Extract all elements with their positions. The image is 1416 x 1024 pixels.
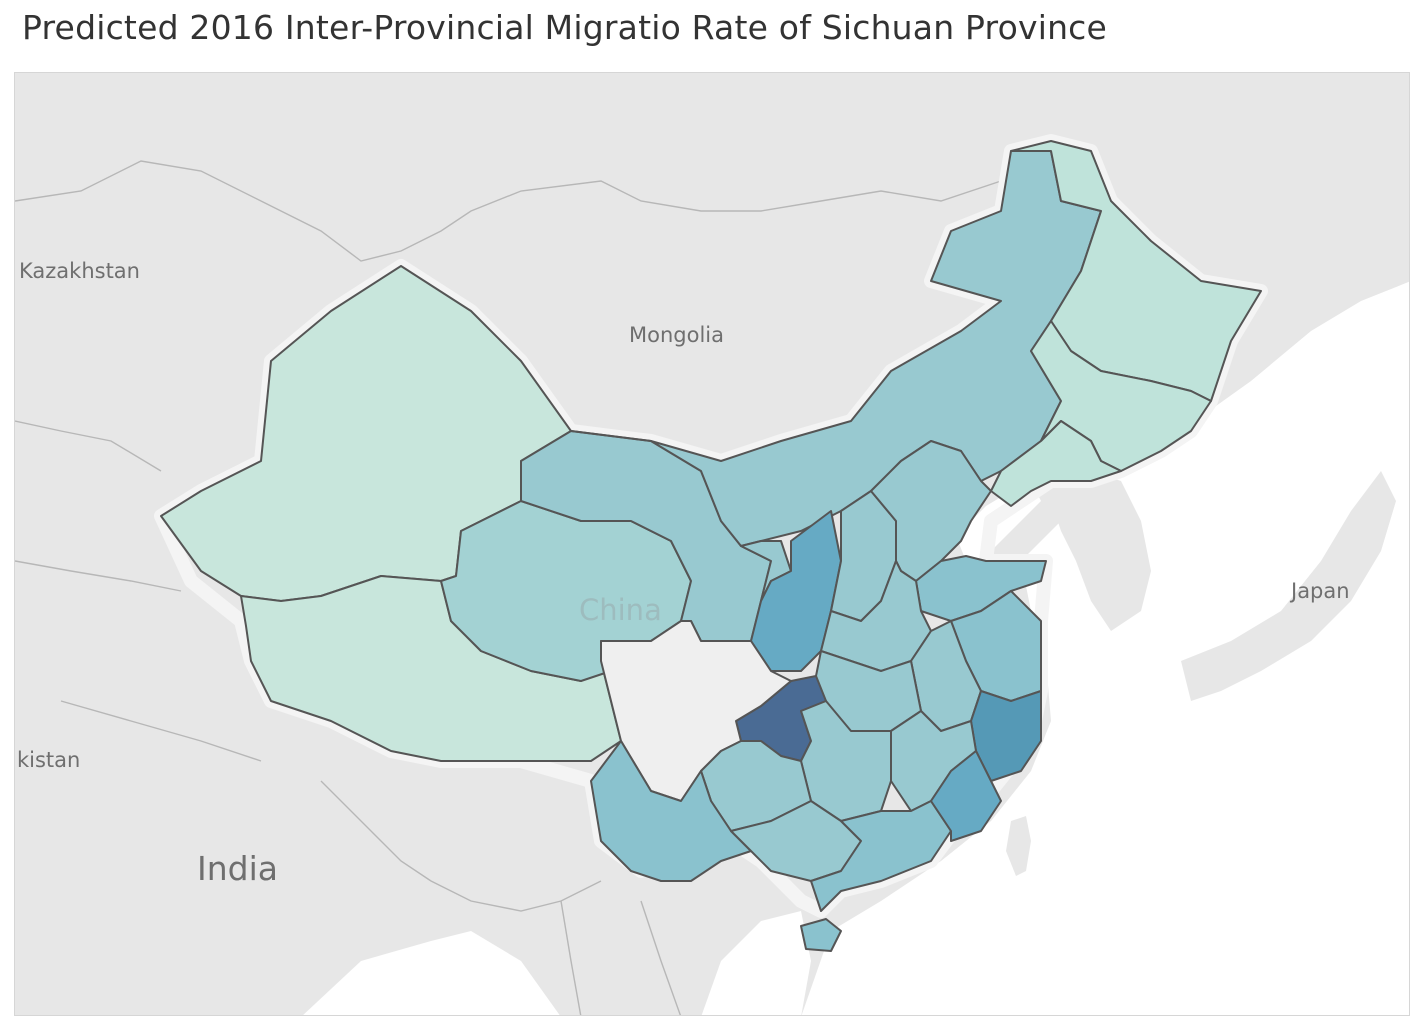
label-kazakhstan: Kazakhstan: [19, 259, 140, 283]
country-borders: [15, 160, 1002, 1015]
province-liaoning[interactable]: [990, 420, 1122, 507]
province-shaanxi[interactable]: [750, 510, 842, 672]
sea-east: [801, 281, 1409, 1015]
province-jilin[interactable]: [1030, 320, 1212, 472]
label-mongolia: Mongolia: [629, 323, 724, 347]
korea: [1051, 471, 1151, 631]
map-title: Predicted 2016 Inter-Provincial Migratio…: [22, 8, 1108, 47]
label-japan: Japan: [1289, 579, 1350, 603]
bay-of-bengal: [303, 931, 560, 1015]
label-china: China: [579, 593, 662, 627]
province-hainan[interactable]: [800, 918, 842, 952]
gulf-of-tonkin: [701, 911, 811, 1015]
japan: [1181, 471, 1396, 701]
taiwan: [1006, 816, 1031, 876]
province-fujian[interactable]: [930, 750, 1002, 842]
province-shandong[interactable]: [915, 555, 1047, 622]
province-guangdong[interactable]: [810, 800, 952, 912]
map-canvas[interactable]: Kazakhstan Mongolia China Japan India ki…: [14, 72, 1410, 1016]
label-pakistan: kistan: [17, 748, 80, 772]
label-india: India: [197, 849, 278, 888]
